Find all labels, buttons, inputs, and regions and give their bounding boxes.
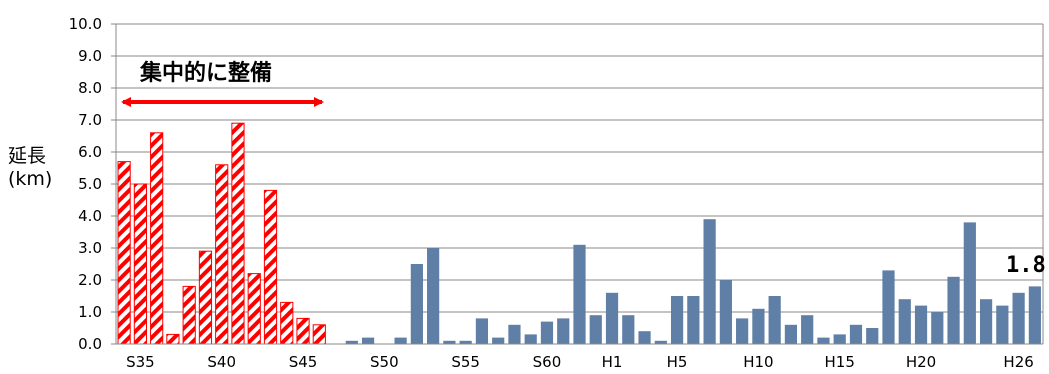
y-tick-label: 2.0 (78, 271, 102, 289)
x-axis-ticks: S35 S40 S45 S50 S55 S60 H1 H5 H10 H15 H20 H26 (126, 353, 1034, 371)
bar (996, 305, 1009, 344)
bar (752, 308, 765, 344)
bar (654, 340, 667, 344)
x-tick-label: H20 (906, 353, 936, 371)
bar (622, 315, 635, 344)
bar-concentrated (117, 161, 131, 345)
bar (898, 299, 911, 344)
bar (703, 219, 716, 344)
bar (963, 222, 976, 344)
bar (345, 340, 358, 344)
bar (394, 337, 407, 344)
bar (914, 305, 928, 344)
x-tick-label: H1 (602, 353, 623, 371)
y-axis-ticks: 0.0 1.0 2.0 3.0 4.0 5.0 6.0 7.0 8.0 9.0 10.0 (69, 15, 116, 353)
bar (687, 296, 700, 344)
data-label-h26: 1.8 (1006, 253, 1046, 278)
bar (1028, 286, 1041, 344)
bar (589, 315, 602, 344)
x-tick-label: H15 (825, 353, 855, 371)
bar (361, 337, 375, 344)
y-tick-label: 4.0 (78, 207, 102, 225)
y-tick-label: 7.0 (78, 111, 102, 129)
bar-concentrated (166, 333, 180, 345)
bar (540, 321, 554, 344)
bar (459, 340, 472, 344)
bar (817, 337, 830, 344)
bar (833, 334, 846, 344)
x-tick-label: H26 (1003, 353, 1033, 371)
bar-concentrated (182, 285, 196, 345)
bar (557, 318, 570, 344)
bar (524, 334, 537, 344)
x-tick-label: H10 (743, 353, 773, 371)
bar-concentrated (231, 122, 245, 345)
y-tick-label: 10.0 (69, 15, 102, 33)
bar (427, 248, 440, 344)
bar-concentrated (133, 183, 148, 345)
y-tick-label: 8.0 (78, 79, 102, 97)
y-tick-label: 6.0 (78, 143, 102, 161)
bar (573, 244, 586, 344)
bar (670, 296, 684, 344)
y-tick-label: 0.0 (78, 335, 102, 353)
bar (410, 264, 423, 344)
x-tick-label: S45 (289, 353, 318, 371)
bar-concentrated (280, 301, 294, 345)
bar (736, 318, 749, 344)
bar (719, 280, 732, 344)
bar (638, 331, 651, 344)
bar-concentrated (263, 189, 278, 345)
bar (492, 337, 505, 344)
bar (443, 340, 456, 344)
bar-concentrated (150, 132, 164, 345)
y-tick-label: 9.0 (78, 47, 102, 65)
bar (508, 324, 521, 344)
bar (475, 318, 489, 344)
bar (849, 324, 863, 344)
bar (605, 292, 619, 344)
x-tick-label: H5 (667, 353, 688, 371)
y-axis-label-line1: 延長 (8, 145, 46, 167)
bar (979, 299, 993, 344)
bar (947, 276, 960, 344)
axes (115, 24, 1044, 345)
x-tick-label: S50 (370, 353, 399, 371)
bar-concentrated (296, 317, 310, 345)
x-tick-label: S35 (126, 353, 155, 371)
bar (882, 270, 895, 344)
bar (931, 312, 944, 344)
bar (768, 296, 781, 344)
bar-concentrated (198, 250, 213, 345)
bar (866, 328, 879, 344)
bar-concentrated (312, 324, 326, 345)
y-axis-label-line2: (km) (8, 168, 52, 190)
bar (801, 315, 814, 344)
y-tick-label: 1.0 (78, 303, 102, 321)
x-tick-label: S40 (207, 353, 236, 371)
x-tick-label: S60 (533, 353, 562, 371)
annotation-label: 集中的に整備 (139, 60, 272, 86)
bar (784, 324, 798, 344)
bar-concentrated (215, 164, 229, 345)
x-tick-label: S55 (451, 353, 480, 371)
y-tick-label: 5.0 (78, 175, 102, 193)
bar (1012, 292, 1025, 344)
bars (117, 122, 1041, 345)
y-tick-label: 3.0 (78, 239, 102, 257)
bar-concentrated (247, 273, 261, 345)
